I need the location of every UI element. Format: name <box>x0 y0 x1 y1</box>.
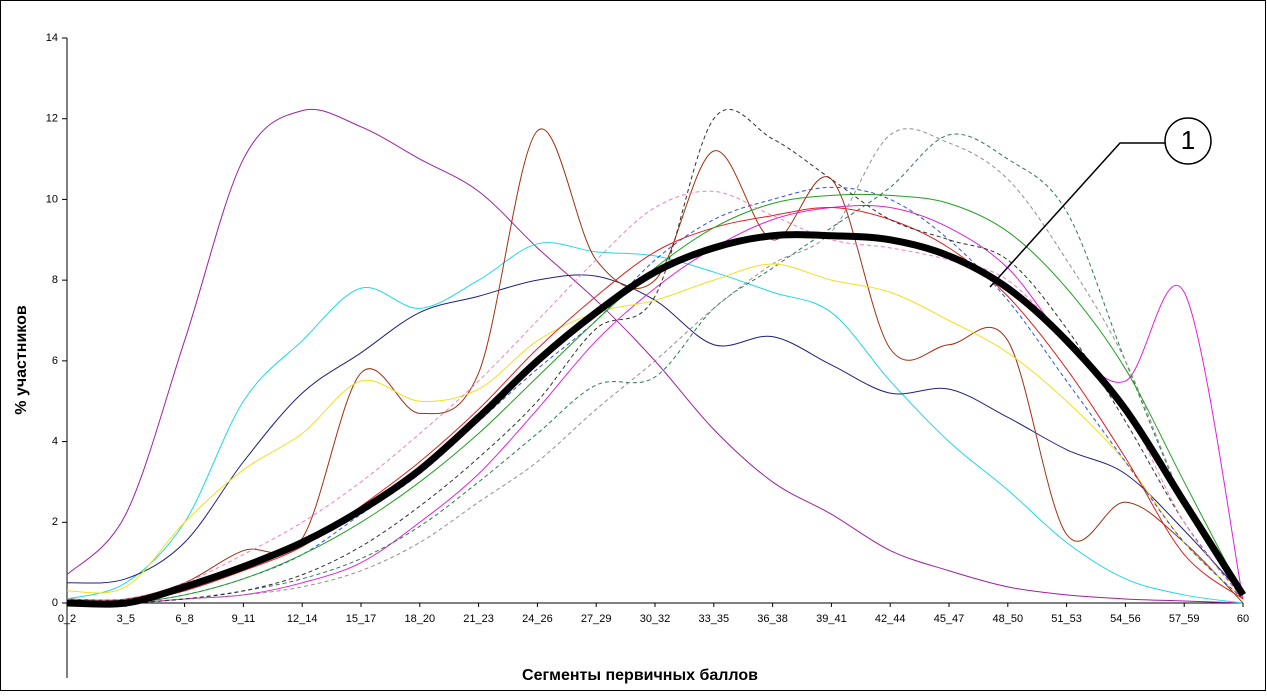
y-axis-label: % участников <box>13 305 30 415</box>
x-tick-label: 9_11 <box>232 613 256 625</box>
x-tick-label: 15_17 <box>346 613 377 625</box>
x-tick-label: 6_8 <box>175 613 193 625</box>
x-tick-label: 12_14 <box>287 613 318 625</box>
series-line <box>66 133 1244 604</box>
y-tick-label: 10 <box>46 193 58 205</box>
x-tick-label: 3_5 <box>117 613 135 625</box>
y-tick-label: 12 <box>46 113 58 125</box>
x-axis-label: Сегменты первичных баллов <box>522 667 758 684</box>
x-tick-label: 24_26 <box>522 613 553 625</box>
y-tick-label: 8 <box>52 274 58 286</box>
series-line <box>66 206 1244 605</box>
annotation: 1 <box>1181 125 1195 155</box>
x-tick-label: 39_41 <box>816 613 847 625</box>
series-line <box>66 128 1244 604</box>
series-line <box>66 242 1244 604</box>
series-line <box>66 109 1244 604</box>
x-tick-label: 42_44 <box>875 613 906 625</box>
series-line <box>66 186 1244 605</box>
x-tick-label: 48_50 <box>993 613 1024 625</box>
x-tick-label: 18_20 <box>405 613 436 625</box>
x-tick-label: 54_56 <box>1110 613 1141 625</box>
y-tick-label: 6 <box>52 355 58 367</box>
x-tick-label: 51_53 <box>1051 613 1082 625</box>
series-line <box>66 231 1246 608</box>
series-line <box>66 263 1244 600</box>
y-tick-label: 4 <box>52 435 58 447</box>
annotation-circle <box>1164 117 1212 165</box>
x-tick-label: 57_59 <box>1169 613 1200 625</box>
y-tick-label: 14 <box>46 32 58 44</box>
x-tick-label: 60 <box>1237 613 1249 625</box>
x-tick-label: 21_23 <box>463 613 494 625</box>
x-tick-label: 36_38 <box>757 613 788 625</box>
y-tick-label: 2 <box>52 516 58 528</box>
x-tick-label: 33_35 <box>699 613 730 625</box>
x-tick-label: 27_29 <box>581 613 612 625</box>
series-line <box>66 193 1244 605</box>
x-tick-label: 30_32 <box>640 613 671 625</box>
x-tick-label: 45_47 <box>934 613 965 625</box>
y-tick-label: 0 <box>52 597 58 609</box>
x-tick-label: 0_2 <box>58 613 76 625</box>
annotation-leader <box>989 142 1165 288</box>
